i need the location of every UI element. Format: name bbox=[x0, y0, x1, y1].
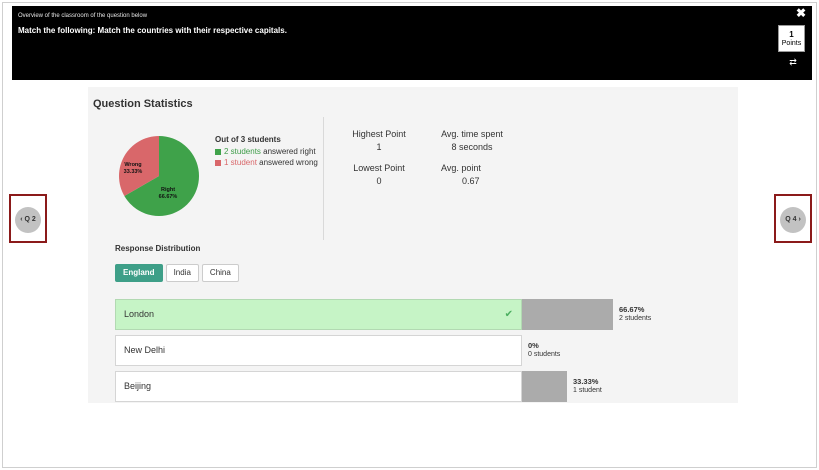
pie-right-pct: 66.67% bbox=[159, 194, 178, 200]
chevron-right-icon: › bbox=[798, 216, 801, 223]
shuffle-icon[interactable]: ⇄ bbox=[789, 57, 797, 67]
response-row-london[interactable]: London ✔ bbox=[115, 299, 522, 330]
tab-india[interactable]: India bbox=[165, 264, 199, 282]
highest-point-label: Highest Point bbox=[352, 129, 406, 139]
next-question-button[interactable]: Q 4 › bbox=[780, 207, 806, 233]
points-label: Points bbox=[781, 40, 802, 47]
close-icon[interactable]: ✖ bbox=[795, 6, 806, 20]
response-stat-new-delhi: 0% 0 students bbox=[528, 341, 560, 359]
response-bar-london bbox=[522, 299, 613, 330]
pie-wrong-label: Wrong bbox=[124, 162, 141, 168]
response-stat-beijing: 33.33% 1 student bbox=[573, 377, 602, 395]
response-distribution-title: Response Distribution bbox=[115, 244, 201, 253]
stats-divider bbox=[323, 117, 324, 240]
country-tabs: England India China bbox=[115, 264, 239, 282]
avg-point-label: Avg. point bbox=[441, 163, 481, 173]
highest-point-value: 1 bbox=[376, 142, 382, 152]
chevron-left-icon: ‹ bbox=[20, 216, 23, 223]
pie-chart: Right 66.67% Wrong 33.33% bbox=[119, 136, 199, 216]
tab-china[interactable]: China bbox=[201, 264, 239, 282]
prev-question-label: Q 2 bbox=[24, 216, 36, 223]
prev-question-highlight: ‹ Q 2 bbox=[9, 194, 47, 243]
legend-wrong-swatch bbox=[215, 159, 221, 166]
question-header: Overview of the classroom of the questio… bbox=[12, 6, 812, 80]
statistics-panel: Question Statistics Right 66.67% Wrong 3… bbox=[88, 87, 738, 403]
next-question-highlight: Q 4 › bbox=[774, 194, 812, 243]
response-stat-london: 66.67% 2 students bbox=[619, 305, 651, 323]
response-pct-beijing: 33.33% bbox=[573, 377, 599, 386]
points-badge: 1 Points bbox=[778, 25, 805, 52]
overview-text: Overview of the classroom of the questio… bbox=[18, 13, 148, 19]
panel-title: Question Statistics bbox=[93, 98, 193, 110]
lowest-point-label: Lowest Point bbox=[353, 163, 405, 173]
legend-right-row: 2 students answered right bbox=[215, 147, 318, 156]
next-question-label: Q 4 bbox=[785, 216, 797, 223]
legend-right-text: answered right bbox=[260, 147, 316, 156]
lowest-point-stat: Lowest Point 0 bbox=[346, 163, 412, 186]
legend-wrong-row: 1 student answered wrong bbox=[215, 158, 318, 167]
response-count-new-delhi: 0 students bbox=[528, 351, 561, 358]
avg-time-label: Avg. time spent bbox=[441, 129, 503, 139]
legend-heading: Out of 3 students bbox=[215, 135, 281, 144]
avg-point-stat: Avg. point 0.67 bbox=[435, 163, 515, 186]
prev-question-button[interactable]: ‹ Q 2 bbox=[15, 207, 41, 233]
points-value: 1 bbox=[789, 30, 794, 39]
response-count-london: 2 students bbox=[619, 315, 652, 322]
response-bar-beijing bbox=[522, 371, 567, 402]
pie-wrong-pct: 33.33% bbox=[124, 169, 143, 175]
pie-slice-wrong bbox=[119, 136, 159, 196]
legend-wrong-text: answered wrong bbox=[256, 158, 318, 167]
check-icon: ✔ bbox=[504, 309, 513, 320]
pie-legend: Out of 3 students 2 students answered ri… bbox=[215, 135, 318, 169]
response-row-new-delhi[interactable]: New Delhi bbox=[115, 335, 522, 366]
response-label-new-delhi: New Delhi bbox=[124, 345, 166, 355]
question-title: Match the following: Match the countries… bbox=[18, 26, 287, 35]
response-label-beijing: Beijing bbox=[124, 381, 152, 391]
avg-time-value: 8 seconds bbox=[451, 142, 493, 152]
avg-point-value: 0.67 bbox=[462, 176, 480, 186]
response-label-london: London bbox=[124, 309, 155, 319]
tab-england[interactable]: England bbox=[115, 264, 163, 282]
pie-right-label: Right bbox=[161, 187, 175, 193]
legend-wrong-link[interactable]: 1 student bbox=[224, 158, 257, 167]
response-count-beijing: 1 student bbox=[573, 387, 602, 394]
response-pct-london: 66.67% bbox=[619, 305, 645, 314]
legend-right-swatch bbox=[215, 148, 221, 155]
lowest-point-value: 0 bbox=[376, 176, 382, 186]
pie-slice-right bbox=[124, 136, 199, 216]
response-row-beijing[interactable]: Beijing bbox=[115, 371, 522, 402]
response-pct-new-delhi: 0% bbox=[528, 341, 539, 350]
legend-right-link[interactable]: 2 students bbox=[224, 147, 261, 156]
avg-time-stat: Avg. time spent 8 seconds bbox=[435, 129, 509, 152]
highest-point-stat: Highest Point 1 bbox=[346, 129, 412, 152]
